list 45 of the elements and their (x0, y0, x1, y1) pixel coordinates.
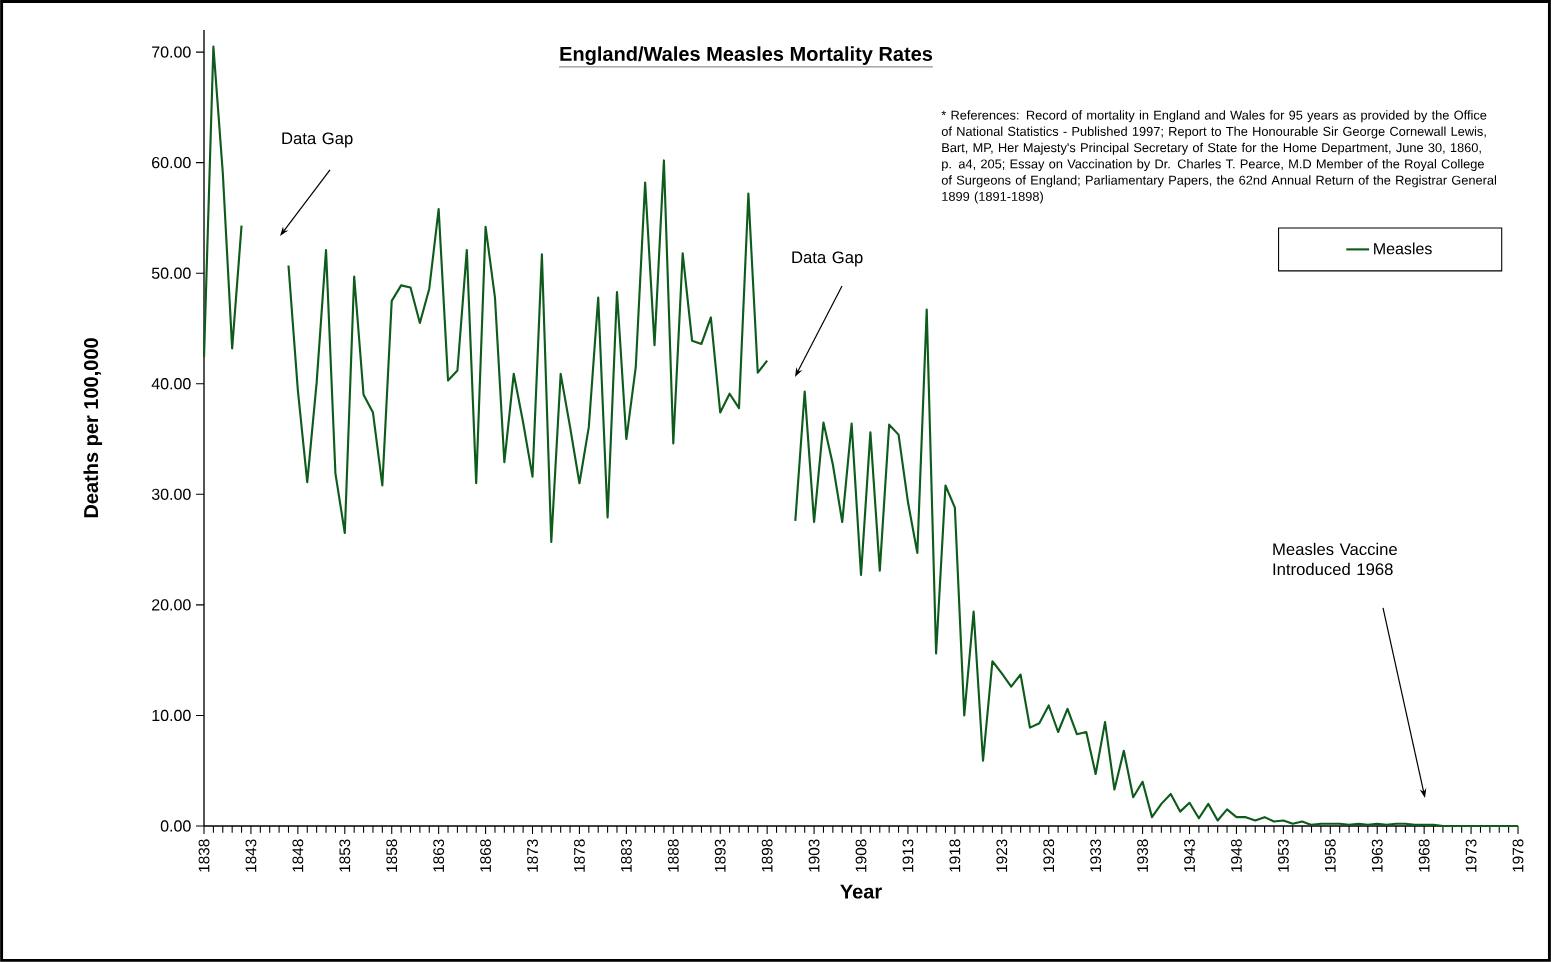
x-tick-label: 1918 (949, 839, 961, 872)
x-tick-label: 1908 (855, 839, 867, 872)
x-tick-label: 1933 (1090, 839, 1102, 872)
annotation: Measles Vaccine Introduced 1968 (1273, 542, 1397, 576)
x-tick-label: 1938 (1137, 839, 1149, 872)
x-tick-label: 1873 (527, 839, 538, 872)
x-tick-label: 1863 (433, 839, 445, 872)
x-tick-label: 1963 (1371, 839, 1383, 872)
x-tick-label: 1893 (714, 839, 726, 872)
y-tick-label: 60.00 (152, 156, 191, 169)
annotation: Data Gap (282, 132, 353, 148)
y-tick-label: 20.00 (152, 599, 191, 611)
y-tick-label: 70.00 (152, 46, 191, 58)
x-axis-title: Year (840, 884, 882, 899)
y-tick-label: 10.00 (152, 709, 191, 722)
x-tick-label: 1928 (1043, 839, 1055, 872)
y-tick-label: 30.00 (151, 488, 191, 500)
text: England/Wales Measles Mortality Rates (560, 46, 933, 66)
x-tick-label: 1948 (1231, 839, 1242, 872)
x-tick-label: 1943 (1184, 839, 1195, 872)
x-tick-label: 1978 (1512, 839, 1524, 872)
x-tick-label: 1953 (1277, 839, 1289, 872)
x-tick-label: 1883 (620, 839, 632, 872)
x-tick-label: 1853 (339, 839, 351, 872)
x-tick-label: 1958 (1324, 839, 1336, 872)
x-tick-label: 1973 (1465, 839, 1477, 872)
y-tick-label: 50.00 (151, 267, 191, 279)
x-tick-label: 1838 (198, 839, 210, 872)
annotation: Data Gap (792, 251, 863, 267)
x-tick-label: 1903 (808, 839, 820, 872)
x-tick-label: 1868 (480, 839, 492, 872)
x-tick-label: 1968 (1418, 839, 1430, 872)
x-tick-label: 1858 (386, 839, 398, 872)
x-tick-label: 1888 (667, 839, 679, 872)
x-tick-label: 1848 (292, 839, 304, 872)
annotation: * References: Record of mortality in England and Wales for 95 years as provided by the Office of National Statistics - Published 1997; Report to The Honourable Sir George Cornewall Lewis, Bart, MP, Her Majesty's Principal Secretary of State for the Home Department, June 30, 1860, p. a4, 205; Essay on Vaccination by Dr. Charles T. Pearce, M.D Member of the Royal College of Surgeons of England; Parliamentary Papers, the 62nd Annual Return of the Registrar General 1899 (1891-1898) (941, 110, 1497, 204)
x-tick-label: 1878 (574, 839, 585, 872)
x-tick-label: 1923 (996, 839, 1008, 872)
x-tick-label: 1898 (761, 839, 773, 872)
y-tick-label: 0.00 (160, 820, 191, 832)
x-tick-label: 1913 (902, 839, 914, 872)
legend-label: Measles (1374, 242, 1432, 255)
y-tick-label: 40.00 (151, 378, 191, 390)
y-axis-title: Deaths per 100,000 (83, 338, 103, 518)
x-tick-label: 1843 (245, 839, 257, 872)
